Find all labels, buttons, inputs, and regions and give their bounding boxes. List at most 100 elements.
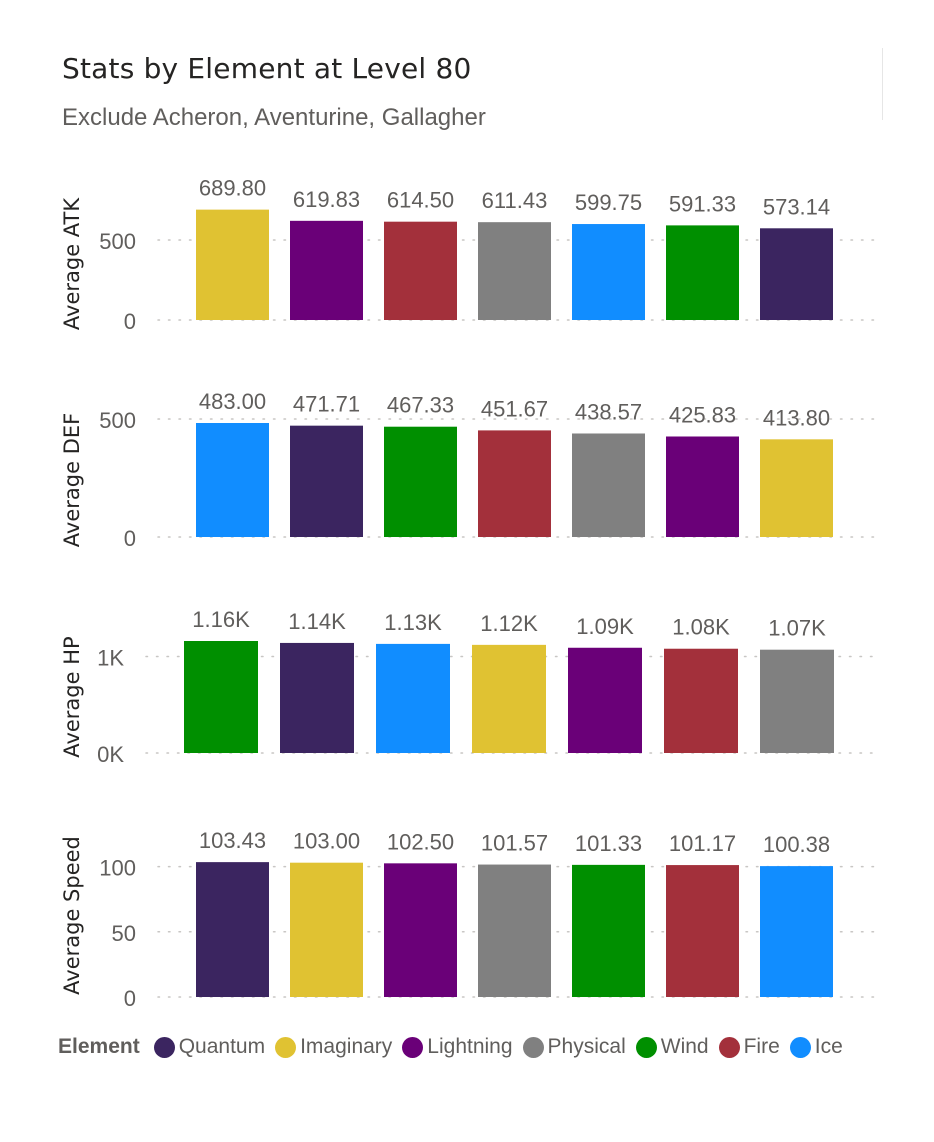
y-tick-label: 50 — [112, 921, 136, 946]
legend-label: Fire — [743, 1035, 780, 1058]
bar-imaginary[interactable] — [760, 439, 833, 537]
data-label: 101.57 — [481, 831, 548, 856]
chart-panel-1: 0 500 Average ATK 689.80 619.83 614.50 611.43 5… — [60, 176, 877, 334]
data-label: 1.09K — [576, 614, 634, 639]
data-label: 438.57 — [575, 399, 642, 424]
chart-panel-3: 0K 1K Average HP 1.16K 1.14K 1.13K 1.12K 1.09K 1… — [60, 607, 877, 767]
legend-label: Ice — [814, 1035, 843, 1058]
bar-imaginary[interactable] — [472, 644, 546, 753]
bar-lightning[interactable] — [384, 863, 457, 997]
legend-marker — [789, 1036, 811, 1058]
data-label: 101.33 — [575, 831, 642, 856]
data-label: 1.14K — [288, 609, 346, 634]
y-axis-label: Average HP — [60, 636, 84, 757]
data-label: 451.67 — [481, 396, 548, 421]
bar-ice[interactable] — [376, 643, 450, 753]
legend-item-fire[interactable]: Fire — [718, 1035, 780, 1059]
data-label: 425.83 — [669, 402, 736, 427]
data-label: 103.00 — [293, 829, 360, 854]
data-label: 413.80 — [763, 405, 830, 430]
y-tick-label: 0 — [124, 309, 136, 334]
bar-wind[interactable] — [666, 225, 739, 320]
bar-lightning[interactable] — [666, 436, 739, 537]
legend-label: Wind — [660, 1035, 709, 1058]
legend-marker — [153, 1036, 175, 1058]
data-label: 689.80 — [199, 176, 266, 201]
data-label: 614.50 — [387, 188, 454, 213]
y-tick-label: 500 — [99, 408, 136, 433]
bar-physical[interactable] — [572, 433, 645, 537]
data-label: 1.13K — [384, 610, 442, 635]
data-label: 1.12K — [480, 611, 538, 636]
bar-fire[interactable] — [664, 648, 738, 753]
legend-label: Lightning — [427, 1035, 513, 1058]
y-tick-label: 0 — [124, 526, 136, 551]
chart-panel-2: 0 500 Average DEF 483.00 471.71 467.33 451.67 4… — [60, 389, 877, 551]
bar-wind[interactable] — [184, 641, 258, 753]
chart-subtitle: Exclude Acheron, Aventurine, Gallagher — [62, 104, 486, 131]
data-label: 591.33 — [669, 191, 736, 216]
bar-ice[interactable] — [196, 423, 269, 537]
bar-lightning[interactable] — [568, 647, 642, 753]
y-tick-label: 0 — [124, 986, 136, 1011]
legend-item-quantum[interactable]: Quantum — [153, 1035, 266, 1059]
data-label: 483.00 — [199, 389, 266, 414]
legend-label: Physical — [547, 1035, 626, 1058]
bar-wind[interactable] — [572, 864, 645, 997]
chart-panel-4: 0 50 100 Average Speed 103.43 103.00 102.50 101… — [60, 828, 877, 1011]
legend-item-lightning[interactable]: Lightning — [402, 1035, 513, 1059]
legend-marker — [402, 1036, 424, 1058]
data-label: 599.75 — [575, 190, 642, 215]
data-label: 100.38 — [763, 832, 830, 857]
bar-fire[interactable] — [666, 865, 739, 997]
legend-label: Imaginary — [300, 1035, 393, 1058]
bar-quantum[interactable] — [760, 228, 833, 320]
y-axis-label: Average ATK — [60, 197, 84, 330]
bar-physical[interactable] — [478, 222, 551, 320]
legend-item-imaginary[interactable]: Imaginary — [275, 1035, 392, 1059]
bar-physical[interactable] — [478, 864, 551, 997]
data-label: 101.17 — [669, 831, 736, 856]
legend-title: Element — [58, 1035, 140, 1058]
bar-quantum[interactable] — [280, 642, 354, 753]
bar-ice[interactable] — [572, 224, 645, 320]
data-label: 611.43 — [482, 188, 548, 213]
bar-lightning[interactable] — [290, 220, 363, 320]
data-label: 619.83 — [293, 187, 360, 212]
legend-item-wind[interactable]: Wind — [635, 1035, 709, 1059]
legend-marker — [275, 1036, 297, 1058]
divider — [882, 48, 883, 120]
bar-fire[interactable] — [478, 430, 551, 537]
y-axis-label: Average Speed — [60, 836, 84, 995]
data-label: 1.07K — [768, 616, 826, 641]
bar-quantum[interactable] — [290, 425, 363, 537]
y-tick-label: 100 — [99, 856, 136, 881]
legend-label: Quantum — [178, 1035, 266, 1058]
legend-item-physical[interactable]: Physical — [522, 1035, 626, 1059]
y-tick-label: 500 — [99, 229, 136, 254]
legend-marker — [635, 1036, 657, 1058]
bar-physical[interactable] — [760, 649, 834, 753]
data-label: 573.14 — [763, 194, 830, 219]
bar-fire[interactable] — [384, 221, 457, 320]
chart-title: Stats by Element at Level 80 — [62, 52, 472, 85]
y-tick-label: 0K — [97, 742, 124, 767]
legend-item-ice[interactable]: Ice — [789, 1035, 843, 1059]
legend-marker — [718, 1036, 740, 1058]
data-label: 1.08K — [672, 615, 730, 640]
bar-imaginary[interactable] — [290, 862, 363, 997]
bar-ice[interactable] — [760, 866, 833, 997]
bar-wind[interactable] — [384, 426, 457, 537]
legend: Element Quantum Imaginary Lightning Physica… — [58, 1032, 853, 1062]
data-label: 102.50 — [387, 829, 454, 854]
bar-quantum[interactable] — [196, 862, 269, 997]
y-tick-label: 1K — [97, 645, 124, 670]
bar-imaginary[interactable] — [196, 209, 269, 320]
y-axis-label: Average DEF — [60, 413, 84, 547]
data-label: 467.33 — [387, 393, 454, 418]
data-label: 471.71 — [293, 392, 360, 417]
legend-marker — [522, 1036, 544, 1058]
data-label: 103.43 — [199, 828, 266, 853]
data-label: 1.16K — [192, 607, 250, 632]
